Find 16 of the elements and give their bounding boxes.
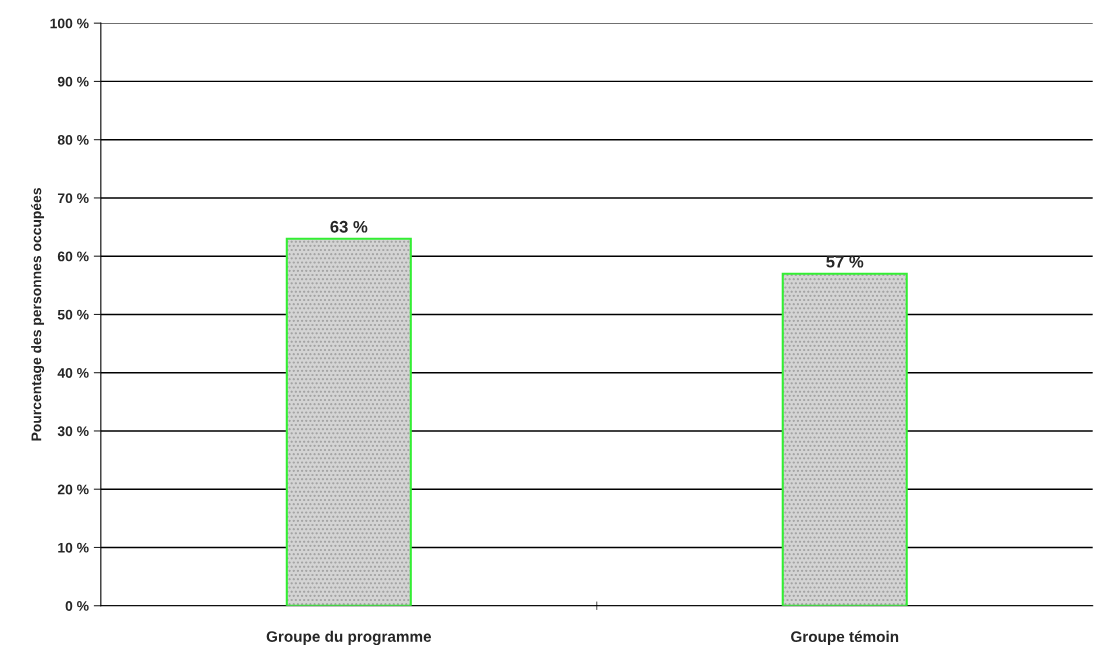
x-tick-label: Groupe du programme	[266, 630, 432, 646]
data-label: 57 %	[826, 255, 864, 268]
y-tick-label: 30 %	[57, 426, 89, 437]
x-tick-label: Groupe témoin	[791, 630, 899, 646]
y-tick-label: 50 %	[57, 309, 89, 320]
y-axis-title: Pourcentage des personnes occupées	[30, 188, 45, 441]
y-tick-label: 100 %	[50, 18, 89, 29]
data-label: 63 %	[330, 220, 368, 233]
y-tick-label: 0 %	[65, 601, 89, 611]
y-tick-label: 80 %	[57, 135, 89, 145]
y-tick-label: 60 %	[57, 251, 89, 262]
y-tick-label: 40 %	[57, 368, 89, 378]
y-tick-label: 20 %	[57, 484, 89, 495]
y-tick-label: 90 %	[57, 76, 89, 87]
y-tick-label: 10 %	[58, 542, 89, 553]
y-tick-label: 70 %	[57, 193, 89, 204]
